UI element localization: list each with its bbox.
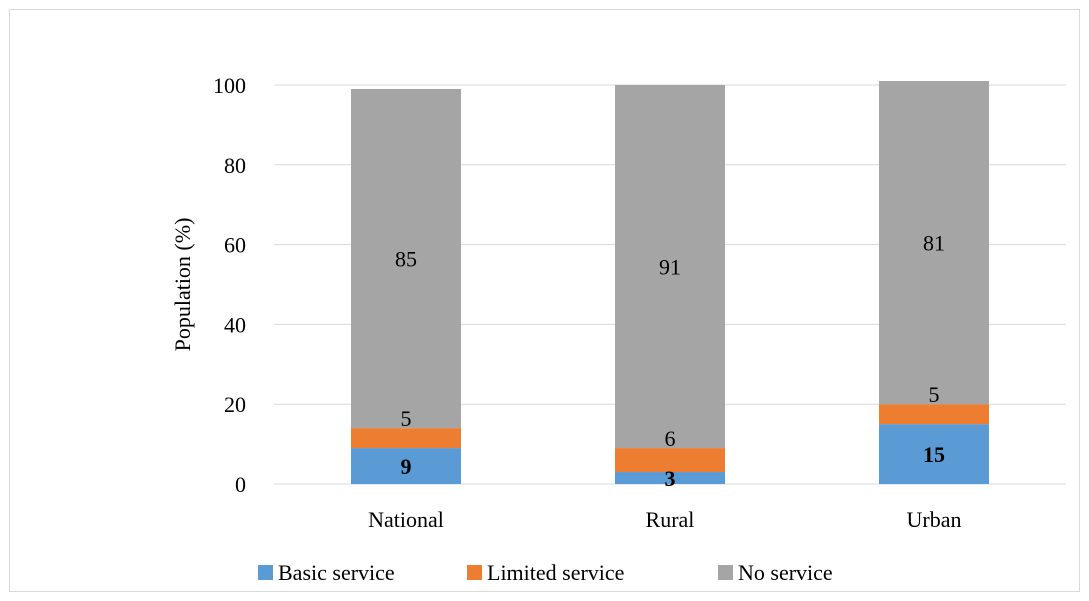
- data-label: 6: [665, 426, 676, 451]
- x-category-label: Urban: [907, 507, 962, 532]
- legend-swatch: [718, 565, 733, 580]
- data-label: 85: [395, 247, 417, 272]
- y-axis-label: Population (%): [170, 218, 195, 352]
- bar-no-service-rural: [615, 85, 725, 449]
- y-tick-label: 100: [213, 73, 246, 98]
- x-axis-categories: National Rural Urban: [368, 507, 961, 532]
- legend-swatch: [467, 565, 482, 580]
- y-tick-label: 60: [224, 233, 246, 258]
- data-label: 5: [929, 382, 940, 407]
- y-tick-label: 20: [224, 392, 246, 417]
- bar-limited-service-national: [351, 428, 461, 449]
- legend-swatch: [258, 565, 273, 580]
- data-label: 15: [923, 442, 945, 467]
- y-tick-label: 0: [235, 472, 246, 497]
- data-label: 81: [923, 231, 945, 256]
- data-label: 9: [401, 454, 412, 479]
- data-labels: 9 5 85 3 6 91 15 5 81: [395, 231, 945, 491]
- bar-basic-service-urban: [879, 424, 989, 484]
- legend-label: No service: [738, 560, 833, 585]
- data-label: 3: [665, 466, 676, 491]
- bars: [351, 81, 989, 484]
- legend: Basic service Limited service No service: [258, 560, 833, 585]
- y-tick-label: 80: [224, 153, 246, 178]
- legend-label: Basic service: [278, 560, 395, 585]
- bar-basic-service-rural: [615, 472, 725, 484]
- x-category-label: National: [368, 507, 444, 532]
- bar-no-service-urban: [879, 81, 989, 405]
- bar-no-service-national: [351, 88, 461, 429]
- legend-label: Limited service: [487, 560, 624, 585]
- data-label: 5: [401, 406, 412, 431]
- x-category-label: Rural: [646, 507, 695, 532]
- data-label: 91: [659, 255, 681, 280]
- bar-limited-service-rural: [615, 448, 725, 473]
- y-tick-label: 40: [224, 312, 246, 337]
- y-axis-ticks: 0 20 40 60 80 100: [213, 73, 246, 497]
- bar-basic-service-national: [351, 448, 461, 484]
- bar-limited-service-urban: [879, 404, 989, 425]
